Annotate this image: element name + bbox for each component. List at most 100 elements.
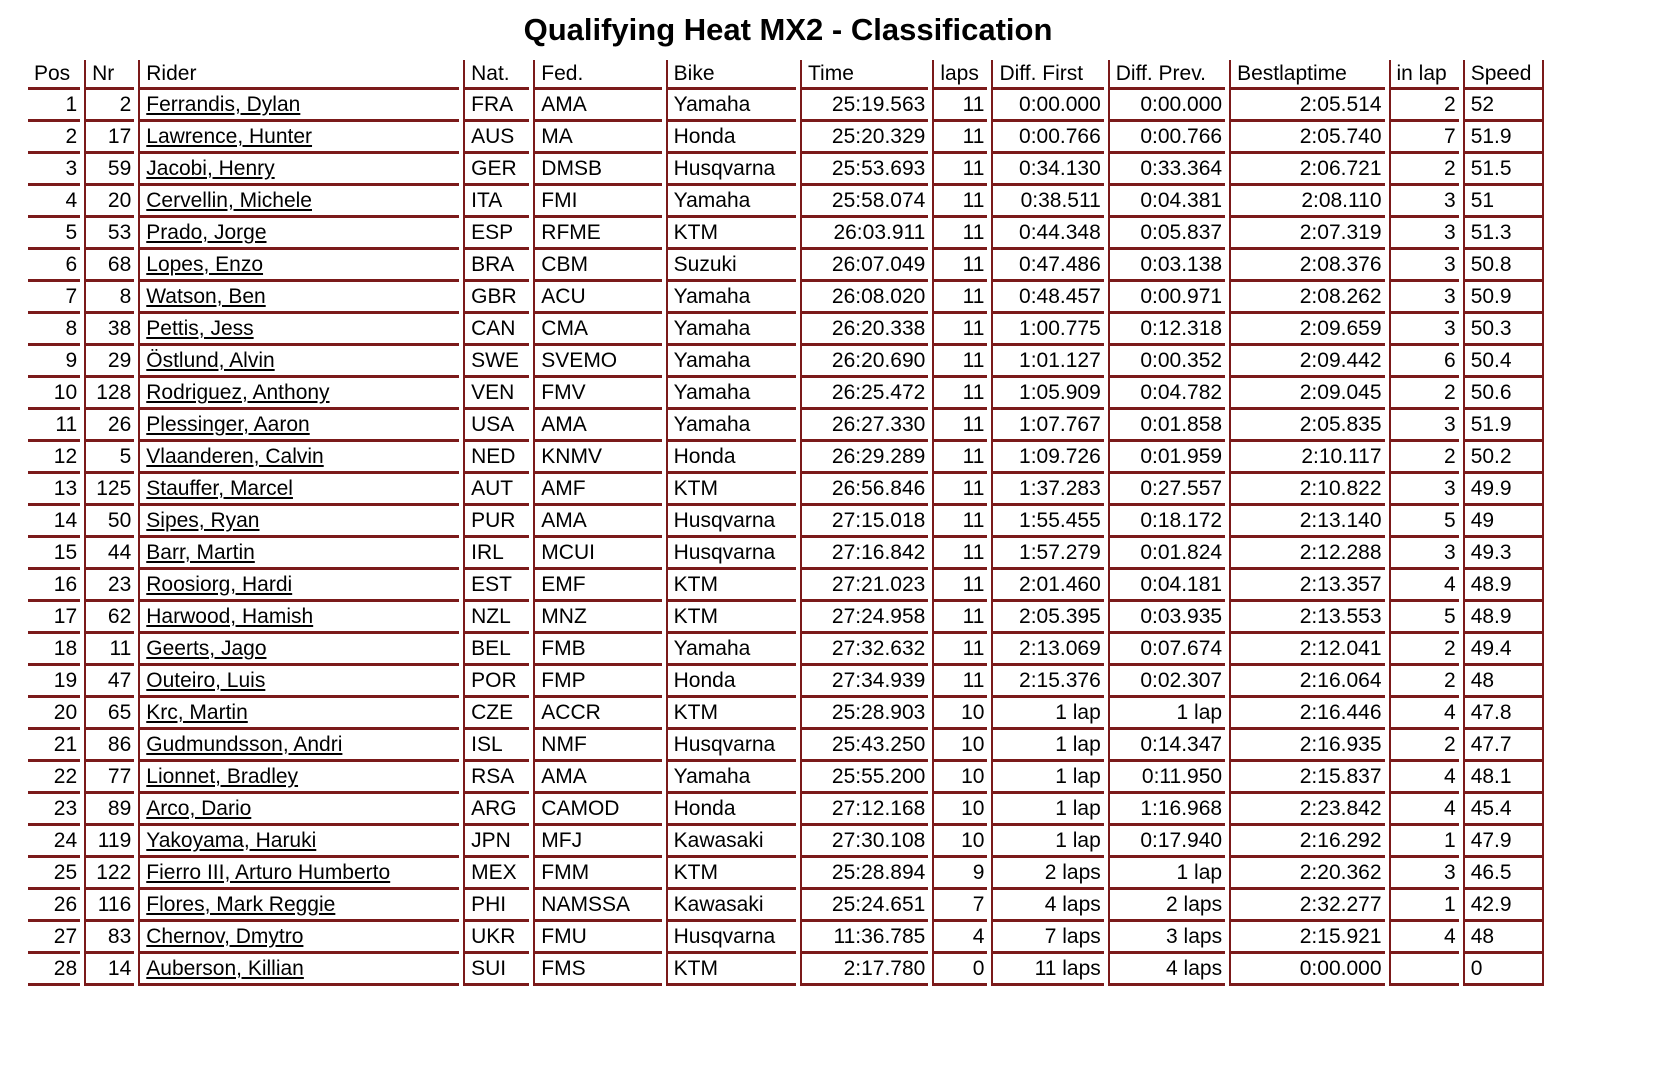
rider-link[interactable]: Flores, Mark Reggie <box>146 892 336 916</box>
rider-link[interactable]: Chernov, Dmytro <box>146 924 304 948</box>
cell-nat: GER <box>463 154 530 186</box>
rider-link[interactable]: Barr, Martin <box>146 540 255 564</box>
rider-link[interactable]: Yakoyama, Haruki <box>146 828 317 852</box>
cell-diff_first: 1 lap <box>991 794 1104 826</box>
rider-link[interactable]: Östlund, Alvin <box>146 348 275 372</box>
cell-speed: 48.9 <box>1462 602 1544 634</box>
cell-time: 25:53.693 <box>799 154 929 186</box>
cell-bestlaptime: 2:16.292 <box>1229 826 1385 858</box>
cell-diff_prev: 0:01.824 <box>1107 538 1226 570</box>
rider-link[interactable]: Cervellin, Michele <box>146 188 312 212</box>
cell-bike: Honda <box>665 122 796 154</box>
cell-bike: Yamaha <box>665 346 796 378</box>
cell-pos: 8 <box>28 314 81 346</box>
cell-fed: RFME <box>533 218 662 250</box>
cell-bike: KTM <box>665 570 796 602</box>
cell-rider: Arco, Dario <box>138 794 460 826</box>
col-header-in_lap: in lap <box>1388 60 1459 90</box>
col-header-diff_first: Diff. First <box>991 60 1104 90</box>
cell-bestlaptime: 2:08.262 <box>1229 282 1385 314</box>
cell-in_lap: 7 <box>1388 122 1459 154</box>
rider-link[interactable]: Stauffer, Marcel <box>146 476 293 500</box>
col-header-nr: Nr <box>84 60 135 90</box>
cell-laps: 11 <box>932 154 988 186</box>
rider-link[interactable]: Lawrence, Hunter <box>146 124 313 148</box>
cell-time: 27:30.108 <box>799 826 929 858</box>
cell-nr: 38 <box>84 314 135 346</box>
cell-diff_first: 1 lap <box>991 698 1104 730</box>
cell-in_lap: 4 <box>1388 570 1459 602</box>
cell-diff_prev: 0:18.172 <box>1107 506 1226 538</box>
cell-fed: CMA <box>533 314 662 346</box>
cell-nat: NZL <box>463 602 530 634</box>
rider-link[interactable]: Gudmundsson, Andri <box>146 732 343 756</box>
cell-fed: FMB <box>533 634 662 666</box>
cell-laps: 4 <box>932 922 988 954</box>
cell-fed: ACCR <box>533 698 662 730</box>
cell-bestlaptime: 2:32.277 <box>1229 890 1385 922</box>
rider-link[interactable]: Watson, Ben <box>146 284 266 308</box>
cell-diff_first: 0:00.000 <box>991 90 1104 122</box>
rider-link[interactable]: Vlaanderen, Calvin <box>146 444 324 468</box>
cell-diff_first: 2:13.069 <box>991 634 1104 666</box>
rider-link[interactable]: Jacobi, Henry <box>146 156 275 180</box>
cell-bestlaptime: 2:13.357 <box>1229 570 1385 602</box>
rider-link[interactable]: Arco, Dario <box>146 796 252 820</box>
cell-time: 26:56.846 <box>799 474 929 506</box>
rider-link[interactable]: Krc, Martin <box>146 700 248 724</box>
cell-laps: 11 <box>932 474 988 506</box>
rider-link[interactable]: Auberson, Killian <box>146 956 304 980</box>
cell-speed: 47.8 <box>1462 698 1544 730</box>
table-row: 14 50 Sipes, Ryan PUR AMA Husqvarna 27:15.018 1… <box>28 506 1544 538</box>
table-row: 11 26 Plessinger, Aaron USA AMA Yamaha 26:27.3… <box>28 410 1544 442</box>
table-row: 17 62 Harwood, Hamish NZL MNZ KTM 27:24.958 11 2… <box>28 602 1544 634</box>
col-header-rider: Rider <box>138 60 460 90</box>
cell-laps: 9 <box>932 858 988 890</box>
rider-link[interactable]: Roosiorg, Hardi <box>146 572 293 596</box>
rider-link[interactable]: Prado, Jorge <box>146 220 267 244</box>
cell-in_lap: 3 <box>1388 186 1459 218</box>
rider-link[interactable]: Ferrandis, Dylan <box>146 92 301 116</box>
rider-link[interactable]: Geerts, Jago <box>146 636 267 660</box>
cell-diff_first: 2:05.395 <box>991 602 1104 634</box>
cell-laps: 11 <box>932 666 988 698</box>
cell-diff_prev: 0:07.674 <box>1107 634 1226 666</box>
cell-diff_first: 11 laps <box>991 954 1104 986</box>
cell-fed: FMI <box>533 186 662 218</box>
cell-bike: KTM <box>665 858 796 890</box>
cell-in_lap: 4 <box>1388 922 1459 954</box>
cell-bestlaptime: 2:20.362 <box>1229 858 1385 890</box>
cell-diff_prev: 1:16.968 <box>1107 794 1226 826</box>
rider-link[interactable]: Lionnet, Bradley <box>146 764 299 788</box>
rider-link[interactable]: Harwood, Hamish <box>146 604 314 628</box>
cell-speed: 0 <box>1462 954 1544 986</box>
cell-bike: Kawasaki <box>665 826 796 858</box>
rider-link[interactable]: Fierro III, Arturo Humberto <box>146 860 391 884</box>
cell-in_lap: 4 <box>1388 698 1459 730</box>
rider-link[interactable]: Pettis, Jess <box>146 316 254 340</box>
cell-speed: 49.9 <box>1462 474 1544 506</box>
rider-link[interactable]: Lopes, Enzo <box>146 252 264 276</box>
rider-link[interactable]: Sipes, Ryan <box>146 508 260 532</box>
cell-time: 26:29.289 <box>799 442 929 474</box>
rider-link[interactable]: Outeiro, Luis <box>146 668 266 692</box>
cell-fed: CBM <box>533 250 662 282</box>
cell-bestlaptime: 2:08.110 <box>1229 186 1385 218</box>
cell-time: 27:12.168 <box>799 794 929 826</box>
cell-nat: VEN <box>463 378 530 410</box>
cell-in_lap: 3 <box>1388 474 1459 506</box>
rider-link[interactable]: Rodriguez, Anthony <box>146 380 330 404</box>
cell-diff_first: 1:55.455 <box>991 506 1104 538</box>
cell-nat: PHI <box>463 890 530 922</box>
cell-diff_prev: 4 laps <box>1107 954 1226 986</box>
cell-nat: MEX <box>463 858 530 890</box>
cell-bike: Husqvarna <box>665 154 796 186</box>
cell-bestlaptime: 2:09.442 <box>1229 346 1385 378</box>
cell-rider: Fierro III, Arturo Humberto <box>138 858 460 890</box>
rider-link[interactable]: Plessinger, Aaron <box>146 412 310 436</box>
cell-laps: 11 <box>932 410 988 442</box>
cell-diff_prev: 1 lap <box>1107 858 1226 890</box>
cell-in_lap: 2 <box>1388 730 1459 762</box>
cell-laps: 10 <box>932 762 988 794</box>
cell-fed: AMF <box>533 474 662 506</box>
